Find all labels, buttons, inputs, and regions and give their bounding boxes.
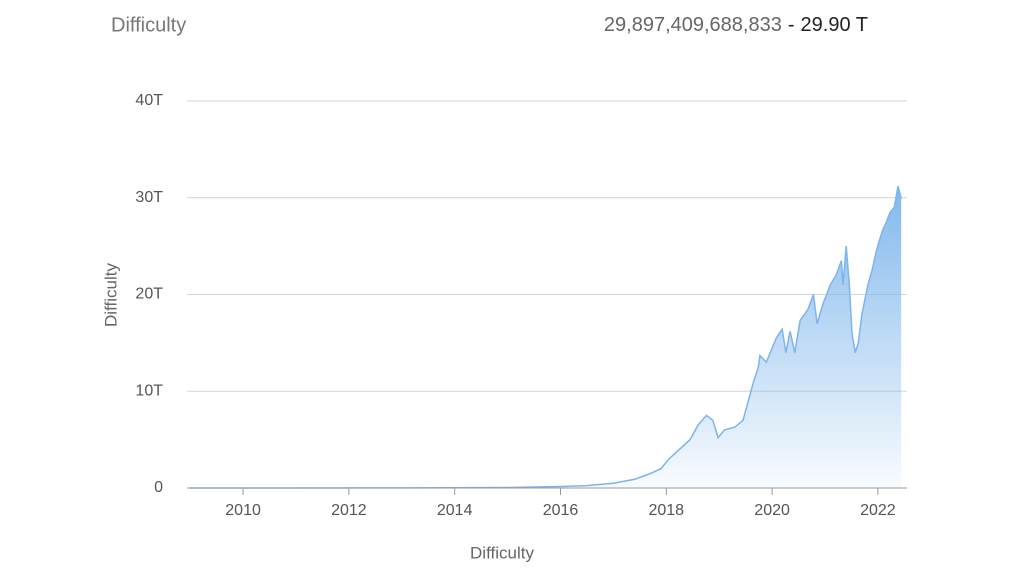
y-tick-label: 40T [135,92,163,109]
area-line [190,185,902,489]
header-label: Difficulty [111,14,186,36]
header-value: 29,897,409,688,833-29.90 T [604,14,868,36]
y-axis-title: Difficulty [101,263,120,327]
x-tick-label: 2012 [331,502,367,519]
x-tick-label: 2014 [437,502,473,519]
header-short: 29.90 T [801,14,868,36]
y-tick-label: 30T [135,189,163,206]
x-tick-label: 2018 [648,502,684,519]
header-separator: - [788,14,795,36]
x-tick-label: 2020 [754,502,790,519]
header-number: 29,897,409,688,833 [604,14,782,36]
x-tick-label: 2022 [860,502,896,519]
y-tick-label: 10T [135,382,163,399]
y-tick-label: 0 [154,479,163,496]
x-tick-label: 2010 [225,502,261,519]
x-axis-title: Difficulty [470,543,534,562]
y-tick-label: 20T [135,286,163,303]
area-fill [190,186,902,488]
x-tick-label: 2016 [543,502,579,519]
